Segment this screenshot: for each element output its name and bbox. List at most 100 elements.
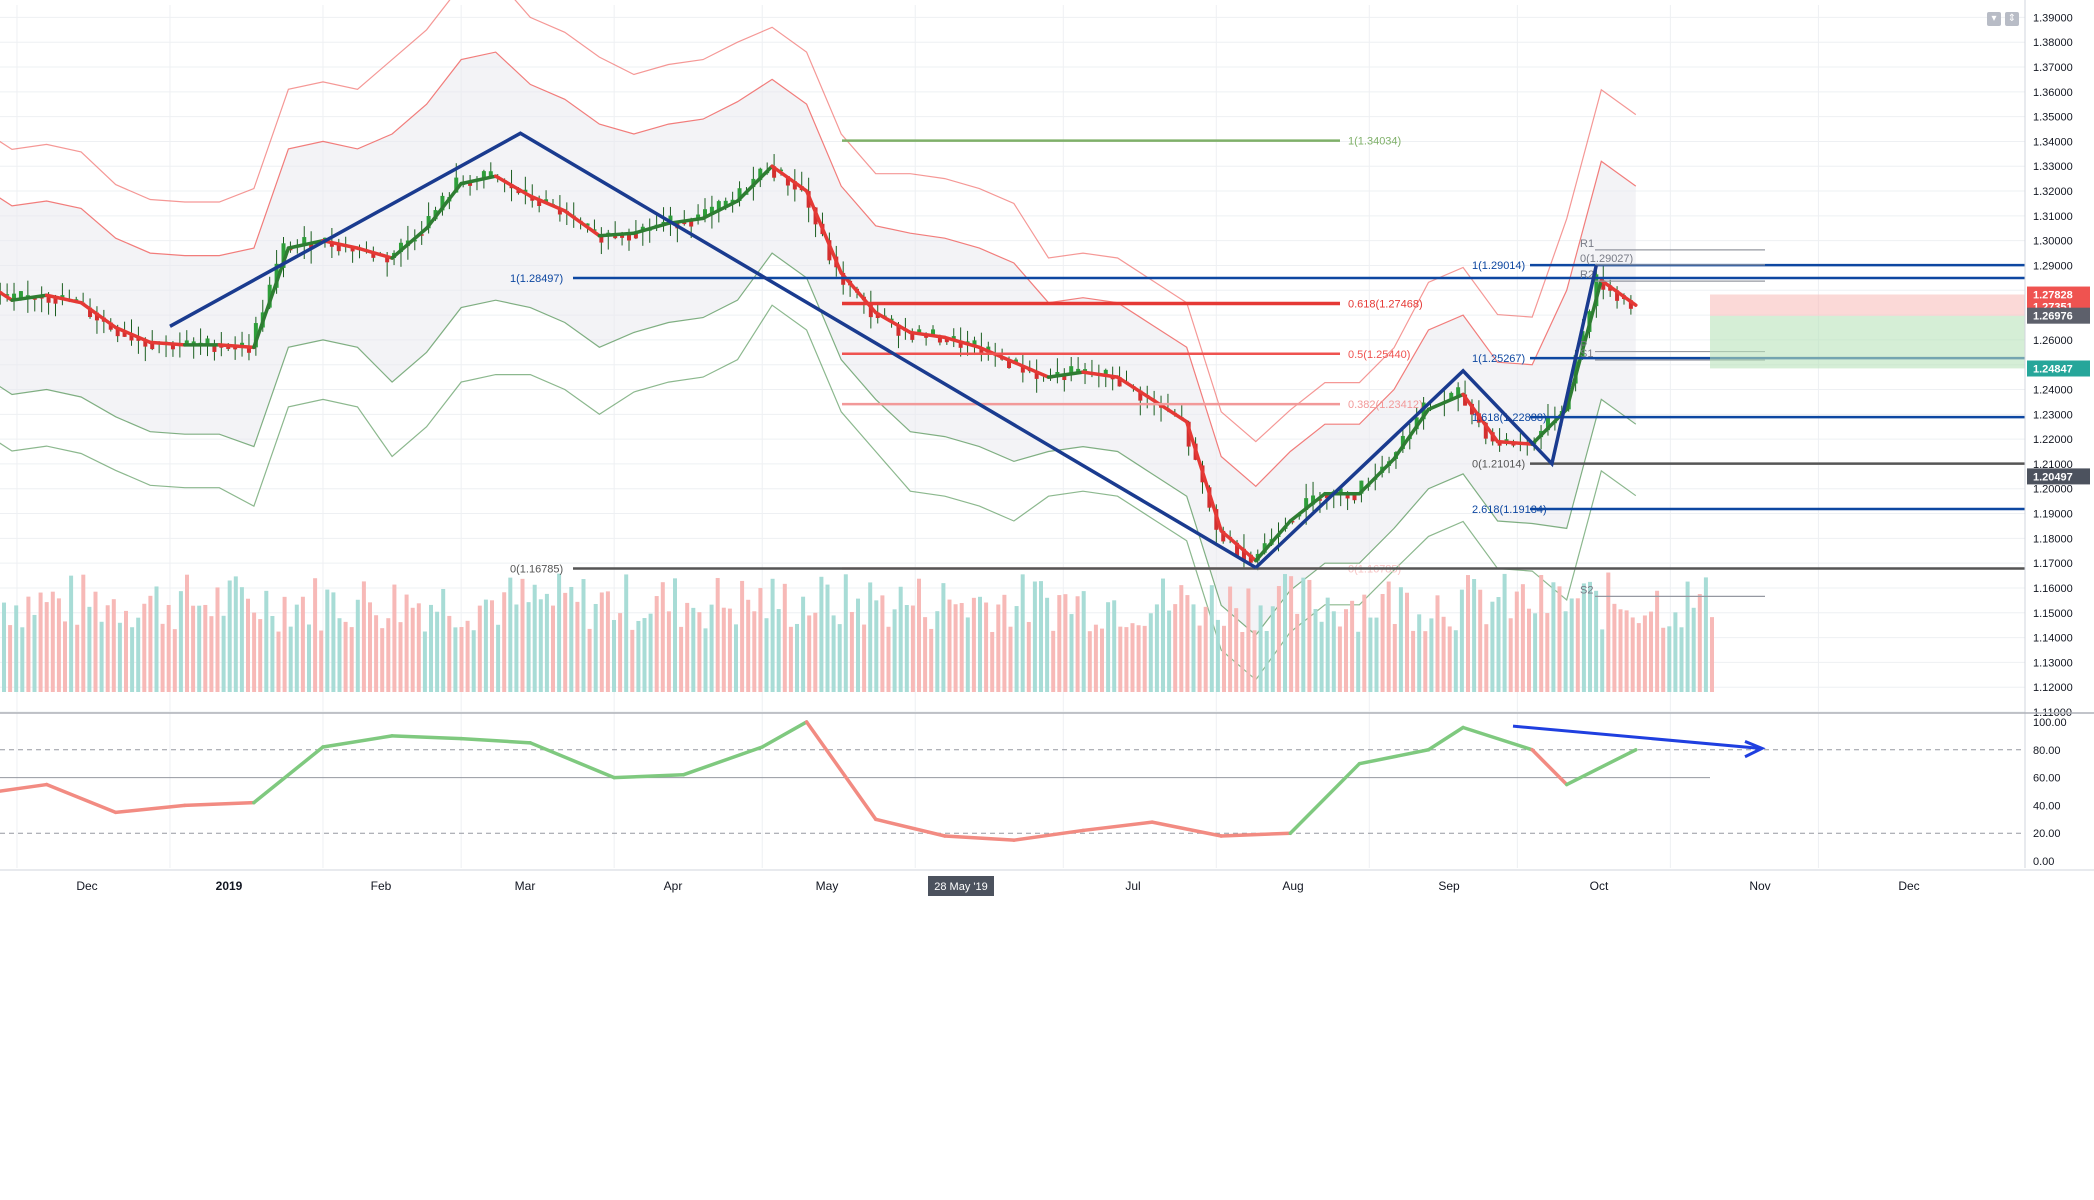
osc-segment bbox=[1461, 725, 1534, 752]
volume-bar bbox=[1374, 617, 1379, 692]
volume-bar bbox=[490, 600, 494, 692]
expand-pane-icon[interactable]: ⇕ bbox=[2005, 12, 2019, 26]
candle-body bbox=[1311, 495, 1316, 505]
candle-body bbox=[488, 171, 493, 178]
ma-segment bbox=[113, 325, 152, 345]
volume-bar bbox=[1459, 589, 1464, 692]
volume-bar bbox=[837, 624, 842, 692]
volume-bar bbox=[1008, 626, 1013, 692]
ma-segment bbox=[286, 238, 325, 250]
osc-segment bbox=[528, 741, 616, 780]
candle-body bbox=[1594, 274, 1599, 307]
volume-bar bbox=[1466, 575, 1470, 692]
volume-bar bbox=[178, 591, 183, 692]
volume-bar bbox=[551, 605, 555, 692]
candle-body bbox=[1241, 548, 1246, 562]
volume-bar bbox=[1161, 578, 1165, 692]
volume-bar bbox=[191, 605, 196, 692]
volume-bar bbox=[355, 599, 360, 692]
band-fill bbox=[0, 52, 1636, 636]
volume-bar bbox=[111, 599, 116, 692]
volume-bar bbox=[1252, 630, 1257, 692]
time-tick-label: Nov bbox=[1749, 879, 1770, 893]
volume-bar bbox=[788, 626, 793, 692]
volume-bar bbox=[117, 622, 122, 692]
volume-bar bbox=[1154, 604, 1159, 692]
price-tag bbox=[2027, 360, 2090, 377]
volume-bar bbox=[1697, 594, 1702, 692]
candle-body bbox=[18, 291, 23, 300]
candle-body bbox=[1235, 542, 1240, 557]
candle-body bbox=[115, 327, 120, 337]
volume-bar bbox=[709, 604, 714, 692]
volume-bar bbox=[1344, 609, 1348, 692]
osc-segment bbox=[681, 745, 764, 777]
volume-bar bbox=[1032, 581, 1037, 692]
ma-segment bbox=[1599, 278, 1638, 307]
osc-tick-label: 0.00 bbox=[2033, 856, 2054, 868]
volume-bar bbox=[1240, 631, 1245, 692]
price-tick-label: 1.20000 bbox=[2033, 484, 2073, 496]
volume-bar bbox=[526, 602, 531, 692]
volume-bar bbox=[1624, 610, 1629, 692]
candle-body bbox=[1628, 300, 1633, 309]
volume-bar bbox=[599, 592, 604, 692]
volume-bar bbox=[2, 602, 6, 692]
ma-segment bbox=[804, 189, 843, 275]
volume-bar bbox=[1368, 617, 1373, 692]
volume-bar bbox=[441, 588, 446, 692]
volume-bar bbox=[575, 601, 580, 692]
candle-body bbox=[1062, 375, 1067, 381]
candle-body bbox=[398, 242, 403, 253]
volume-bar bbox=[953, 604, 958, 692]
volume-bar bbox=[581, 579, 586, 692]
volume-bar bbox=[380, 628, 385, 692]
volume-bar bbox=[1191, 604, 1196, 692]
candle-body bbox=[626, 233, 631, 241]
volume-bar bbox=[453, 627, 458, 692]
volume-bar bbox=[624, 574, 629, 692]
price-tick-label: 1.33000 bbox=[2033, 161, 2073, 173]
volume-bar bbox=[1630, 617, 1635, 692]
volume-bar bbox=[990, 631, 995, 692]
ma-segment bbox=[563, 209, 602, 238]
volume-bar bbox=[508, 577, 513, 692]
volume-bar bbox=[605, 591, 610, 692]
candle-body bbox=[1290, 520, 1295, 523]
volume-bars bbox=[2, 572, 1714, 692]
volume-bar bbox=[666, 611, 671, 692]
volume-bar bbox=[910, 605, 915, 692]
candle-body bbox=[668, 215, 673, 224]
volume-bar bbox=[1270, 606, 1275, 692]
volume-bar bbox=[1441, 616, 1446, 692]
volume-bar bbox=[404, 594, 409, 692]
volume-bar bbox=[93, 591, 98, 692]
price-tick-label: 1.24000 bbox=[2033, 385, 2073, 397]
volume-bar bbox=[1411, 630, 1416, 692]
ma-segment bbox=[1530, 407, 1569, 446]
volume-bar bbox=[532, 584, 537, 692]
volume-bar bbox=[1203, 606, 1208, 692]
time-tick-label: 2019 bbox=[216, 879, 243, 893]
candle-body bbox=[868, 304, 873, 318]
candle-body bbox=[537, 198, 542, 206]
volume-bar bbox=[270, 615, 275, 692]
candle-body bbox=[1449, 392, 1454, 401]
volume-bar bbox=[465, 620, 470, 692]
volume-bar bbox=[1655, 590, 1660, 692]
volume-bar bbox=[239, 587, 244, 692]
volume-bar bbox=[978, 596, 982, 692]
ma-segment bbox=[1357, 457, 1396, 496]
volume-bar bbox=[721, 607, 726, 692]
volume-bar bbox=[843, 574, 848, 692]
volume-bar bbox=[1710, 617, 1714, 692]
volume-bar bbox=[1539, 575, 1544, 692]
divergence-arrow bbox=[1512, 724, 1761, 750]
collapse-pane-icon[interactable]: ▾ bbox=[1987, 12, 2001, 26]
volume-bar bbox=[544, 593, 549, 692]
volume-bar bbox=[1307, 579, 1312, 692]
volume-bar bbox=[557, 573, 562, 692]
candle-body bbox=[1359, 480, 1364, 494]
